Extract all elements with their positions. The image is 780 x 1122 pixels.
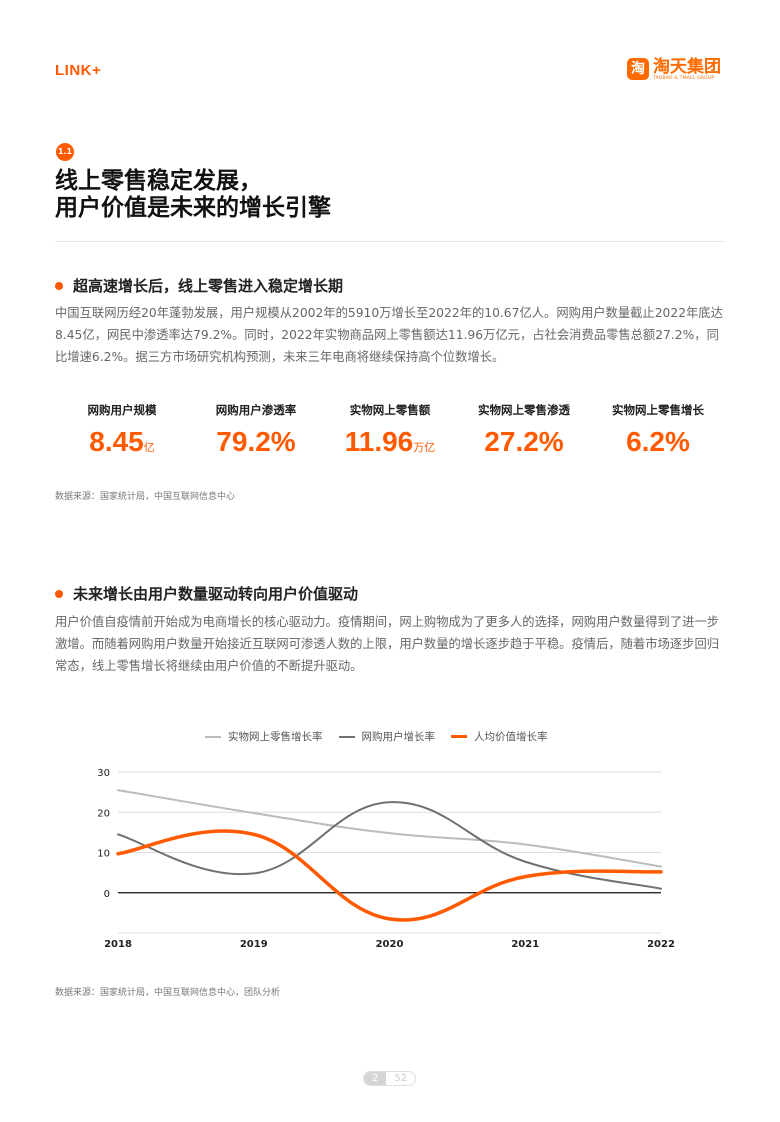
stat-value: 6.2%	[626, 426, 690, 457]
y-tick-label: 10	[97, 849, 110, 860]
x-tick-label: 2021	[511, 939, 539, 950]
stat-label: 实物网上零售增长	[612, 403, 704, 417]
y-tick-label: 30	[97, 768, 110, 779]
chart-legend: 实物网上零售增长率 网购用户增长率 人均价值增长率	[205, 729, 548, 744]
title-line-1: 线上零售稳定发展，	[55, 168, 262, 194]
title-line-2: 用户价值是未来的增长引擎	[55, 195, 331, 221]
section-heading-1: 超高速增长后，线上零售进入稳定增长期	[55, 275, 343, 296]
x-tick-label: 2019	[240, 939, 268, 950]
section-badge: 1.1	[56, 143, 74, 161]
stat-label: 实物网上零售渗透	[478, 403, 570, 417]
x-tick-label: 2022	[647, 939, 675, 950]
x-tick-label: 2018	[104, 939, 132, 950]
divider	[55, 241, 725, 242]
x-tick-label: 2020	[376, 939, 404, 950]
linkplus-logo: LINK+	[55, 62, 102, 79]
current-page: 2	[364, 1072, 387, 1085]
taotian-logo: 淘 淘天集团 TAOBAO & TMALL GROUP	[627, 58, 721, 81]
source-note-1: 数据来源：国家统计局，中国互联网信息中心	[55, 492, 236, 502]
series-line-1	[117, 789, 662, 868]
stat-value: 27.2%	[484, 426, 564, 457]
stat-value: 11.96万亿	[344, 426, 436, 457]
stat-item: 实物网上零售增长 6.2%	[591, 402, 725, 458]
series-line-3	[116, 829, 663, 922]
y-tick-label: 0	[104, 889, 110, 900]
legend-item: 实物网上零售增长率	[205, 729, 323, 744]
bullet-icon	[55, 589, 63, 598]
stat-value: 79.2%	[216, 426, 296, 457]
legend-item: 人均价值增长率	[451, 729, 548, 744]
taobao-icon: 淘	[627, 58, 649, 80]
stats-row: 网购用户规模 8.45亿 网购用户渗透率 79.2% 实物网上零售额 11.96万亿 …	[55, 402, 725, 458]
paragraph-2: 用户价值自疫情前开始成为电商增长的核心驱动力。疫情期间，网上购物成为了更多人的选…	[55, 615, 720, 673]
bullet-icon	[55, 281, 63, 290]
total-pages: 52	[394, 1073, 408, 1084]
stat-item: 实物网上零售额 11.96万亿	[323, 402, 457, 458]
legend-swatch	[451, 735, 467, 738]
legend-swatch	[338, 735, 355, 738]
stat-value: 8.45亿	[89, 426, 155, 457]
heading-text: 超高速增长后，线上零售进入稳定增长期	[73, 277, 344, 295]
stat-item: 实物网上零售渗透 27.2%	[457, 402, 591, 458]
page-title: 线上零售稳定发展， 用户价值是未来的增长引擎	[55, 168, 331, 222]
stat-label: 实物网上零售额	[349, 403, 431, 417]
source-note-2: 数据来源：国家统计局，中国互联网信息中心，团队分析	[55, 988, 281, 998]
line-chart: 30 20 10 0 2018 2019 2020 2021 2022	[97, 768, 675, 950]
heading-text: 未来增长由用户数量驱动转向用户价值驱动	[73, 585, 359, 603]
legend-item: 网购用户增长率	[338, 729, 435, 744]
brand-sub: TAOBAO & TMALL GROUP	[653, 76, 715, 81]
brand-name: 淘天集团	[653, 57, 721, 77]
section-heading-2: 未来增长由用户数量驱动转向用户价值驱动	[55, 583, 358, 604]
series-line-2	[117, 801, 662, 890]
stat-item: 网购用户规模 8.45亿	[55, 402, 189, 458]
y-tick-label: 20	[97, 808, 110, 819]
stat-item: 网购用户渗透率 79.2%	[189, 402, 323, 458]
legend-swatch	[205, 735, 221, 738]
paragraph-1: 中国互联网历经20年蓬勃发展，用户规模从2002年的5910万增长至2022年的…	[55, 306, 723, 364]
page-indicator: 2 52	[363, 1071, 417, 1086]
stat-label: 网购用户渗透率	[215, 403, 297, 417]
stat-label: 网购用户规模	[87, 403, 157, 417]
